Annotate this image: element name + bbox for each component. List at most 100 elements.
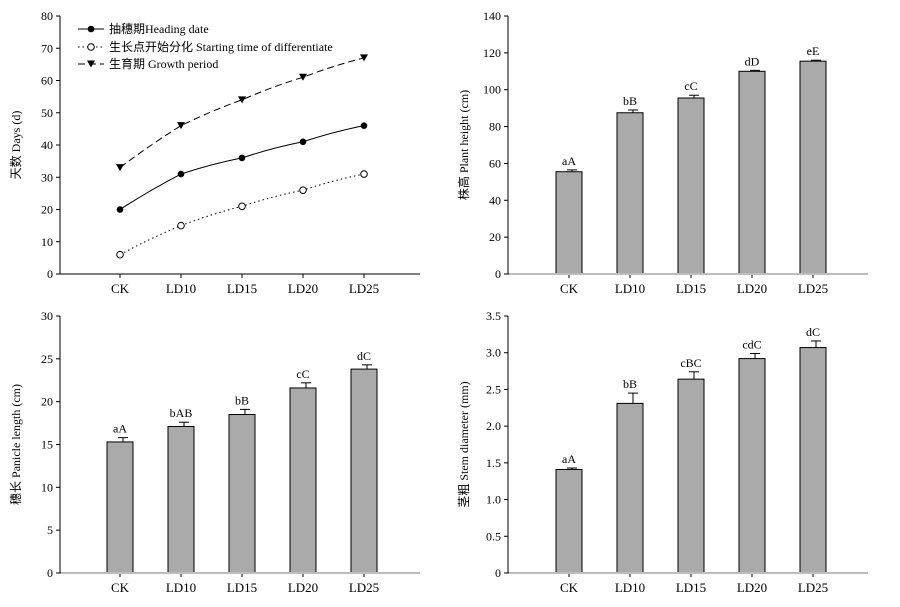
y-tick-label: 80 [489, 120, 501, 134]
y-tick-label: 100 [483, 83, 501, 97]
significance-label: aA [562, 452, 576, 466]
significance-label: dC [806, 325, 820, 339]
legend-label: 生长点开始分化 Starting time of differentiate [109, 40, 333, 54]
y-tick-label: 120 [483, 46, 501, 60]
data-point [299, 73, 307, 81]
x-tick-label: LD10 [166, 580, 196, 595]
bar [616, 402, 644, 574]
y-tick-label: 5 [47, 523, 53, 537]
y-tick-label: 2.5 [486, 382, 501, 396]
y-tick-label: 15 [41, 438, 53, 452]
significance-label: cC [684, 79, 697, 93]
y-tick-label: 20 [41, 203, 53, 217]
data-point [116, 164, 124, 172]
y-tick-label: 2.0 [486, 419, 501, 433]
legend-label: 生育期 Growth period [109, 56, 218, 71]
series-line-1 [119, 125, 365, 210]
bar [289, 387, 317, 574]
x-tick-label: LD15 [676, 580, 706, 595]
data-point [360, 54, 368, 62]
y-tick-label: 0 [495, 566, 501, 580]
y-tick-label: 140 [483, 9, 501, 23]
x-tick-label: CK [560, 281, 579, 296]
x-tick-label: LD20 [288, 281, 318, 296]
significance-label: eE [807, 44, 820, 58]
chart-panel-4: 0 0.5 1.0 1.5 2.0 2.5 3.0 3.5 CK LD10 LD15 LD20 LD25… [457, 309, 868, 595]
data-point [116, 206, 124, 213]
y-tick-label: 40 [41, 138, 53, 152]
data-point [177, 221, 185, 230]
x-tick-label: LD15 [227, 580, 257, 595]
bar [616, 112, 644, 275]
y-tick-label: 40 [489, 193, 501, 207]
significance-label: bB [623, 94, 637, 108]
y-tick-label: 60 [41, 74, 53, 88]
y-tick-label: 60 [489, 156, 501, 170]
data-point [238, 96, 246, 104]
significance-label: cBC [680, 356, 701, 370]
y-tick-label: 0 [47, 566, 53, 580]
data-point [299, 138, 307, 146]
bar [555, 468, 583, 574]
chart-panel-3: 0 5 10 15 20 25 30 CK LD10 LD15 LD20 LD25 穗长 Panicle… [9, 309, 420, 595]
data-point [238, 154, 246, 162]
x-tick-label: LD25 [798, 580, 828, 595]
significance-label: dD [745, 54, 760, 68]
x-tick-label: LD20 [737, 580, 767, 595]
y-tick-label: 30 [41, 309, 53, 323]
bar [799, 60, 827, 275]
y-tick-label: 80 [41, 9, 53, 23]
y-tick-label: 3.5 [486, 309, 501, 323]
legend-marker [87, 60, 95, 68]
x-tick-label: LD20 [288, 580, 318, 595]
x-tick-label: LD25 [798, 281, 828, 296]
data-point [177, 170, 185, 178]
bar [738, 358, 766, 574]
x-tick-label: CK [111, 281, 130, 296]
x-tick-label: LD15 [227, 281, 257, 296]
data-point [116, 250, 124, 259]
y-tick-label: 10 [41, 235, 53, 249]
bar [799, 347, 827, 574]
data-point [299, 186, 307, 194]
y-tick-label: 0 [495, 267, 501, 281]
x-tick-label: LD10 [615, 281, 645, 296]
series-line-3 [119, 57, 365, 168]
significance-label: cdC [742, 337, 761, 351]
y-tick-label: 30 [41, 170, 53, 184]
y-tick-label: 50 [41, 106, 53, 120]
bar [228, 414, 256, 574]
significance-label: cC [296, 367, 309, 381]
significance-label: bB [623, 377, 637, 391]
y-axis-label: 天数 Days (d) [8, 111, 23, 180]
y-tick-label: 70 [41, 41, 53, 55]
significance-label: bB [235, 393, 249, 407]
y-tick-label: 10 [41, 480, 53, 494]
bar [738, 70, 766, 275]
data-point [360, 170, 368, 178]
bar [106, 441, 134, 574]
y-axis-label: 茎粗 Stem diameter (mm) [457, 381, 471, 507]
y-tick-label: 20 [489, 230, 501, 244]
x-tick-label: LD25 [349, 281, 379, 296]
y-tick-label: 1.5 [486, 456, 501, 470]
x-tick-label: CK [560, 580, 579, 595]
x-tick-label: LD15 [676, 281, 706, 296]
bar [677, 97, 705, 275]
bar [555, 171, 583, 275]
significance-label: aA [562, 154, 576, 168]
data-point [238, 202, 246, 211]
significance-label: dC [357, 349, 371, 363]
x-tick-label: LD10 [166, 281, 196, 296]
series-line-2 [119, 173, 365, 256]
y-axis-label: 穗长 Panicle length (cm) [9, 384, 23, 505]
data-point [177, 122, 185, 130]
chart-panel-2: 0 20 40 60 80 100 120 140 CK LD10 LD15 LD20 LD25 株高 P… [456, 9, 868, 296]
y-tick-label: 0 [47, 267, 53, 281]
bar [677, 378, 705, 574]
x-tick-label: LD10 [615, 580, 645, 595]
significance-label: aA [113, 422, 127, 436]
x-tick-label: LD25 [349, 580, 379, 595]
y-tick-label: 20 [41, 395, 53, 409]
